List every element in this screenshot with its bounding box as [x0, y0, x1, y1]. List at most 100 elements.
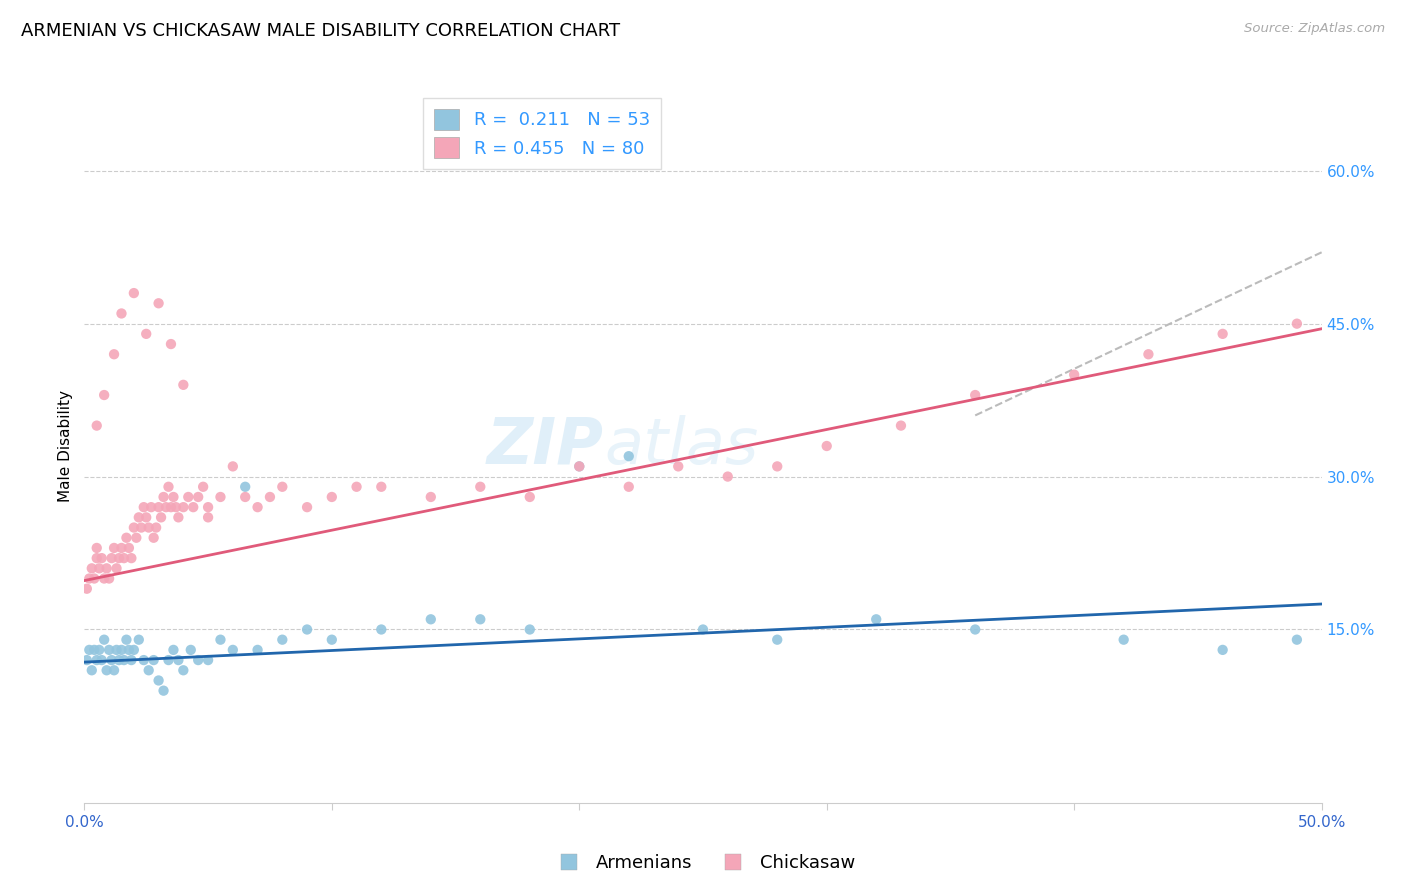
- Point: [1212, 326, 1234, 341]
- Point: [617, 449, 640, 463]
- Point: [617, 480, 640, 494]
- Point: [115, 632, 138, 647]
- Point: [162, 643, 184, 657]
- Point: [370, 480, 392, 494]
- Point: [181, 500, 204, 515]
- Point: [150, 510, 173, 524]
- Point: [815, 439, 838, 453]
- Point: [890, 418, 912, 433]
- Point: [666, 459, 689, 474]
- Point: [108, 551, 131, 566]
- Point: [155, 500, 177, 515]
- Point: [157, 480, 180, 494]
- Point: [142, 653, 165, 667]
- Point: [110, 306, 132, 320]
- Point: [1285, 632, 1308, 647]
- Point: [145, 520, 167, 534]
- Point: [96, 561, 118, 575]
- Point: [100, 653, 122, 667]
- Point: [470, 480, 492, 494]
- Point: [118, 643, 141, 657]
- Point: [692, 623, 714, 637]
- Point: [112, 653, 135, 667]
- Point: [1212, 643, 1234, 657]
- Point: [103, 347, 125, 361]
- Point: [209, 632, 232, 647]
- Point: [103, 541, 125, 555]
- Point: [108, 653, 131, 667]
- Point: [965, 388, 987, 402]
- Point: [222, 643, 245, 657]
- Point: [83, 643, 105, 657]
- Text: atlas: atlas: [605, 415, 758, 477]
- Point: [96, 663, 118, 677]
- Point: [86, 653, 108, 667]
- Point: [98, 572, 121, 586]
- Point: [568, 459, 591, 474]
- Point: [419, 612, 441, 626]
- Point: [90, 551, 112, 566]
- Point: [115, 531, 138, 545]
- Point: [295, 500, 318, 515]
- Y-axis label: Male Disability: Male Disability: [58, 390, 73, 502]
- Point: [98, 643, 121, 657]
- Text: ARMENIAN VS CHICKASAW MALE DISABILITY CORRELATION CHART: ARMENIAN VS CHICKASAW MALE DISABILITY CO…: [21, 22, 620, 40]
- Point: [89, 561, 111, 575]
- Point: [865, 612, 887, 626]
- Point: [132, 500, 155, 515]
- Point: [1063, 368, 1085, 382]
- Point: [122, 520, 145, 534]
- Point: [79, 572, 101, 586]
- Point: [187, 490, 209, 504]
- Point: [110, 643, 132, 657]
- Point: [568, 459, 591, 474]
- Point: [128, 510, 150, 524]
- Point: [160, 500, 183, 515]
- Point: [132, 653, 155, 667]
- Point: [152, 490, 174, 504]
- Point: [470, 612, 492, 626]
- Point: [93, 388, 115, 402]
- Point: [105, 561, 128, 575]
- Point: [177, 490, 200, 504]
- Point: [321, 490, 343, 504]
- Point: [120, 551, 142, 566]
- Point: [93, 572, 115, 586]
- Point: [105, 643, 128, 657]
- Point: [138, 663, 160, 677]
- Point: [167, 510, 190, 524]
- Point: [141, 500, 163, 515]
- Point: [766, 632, 789, 647]
- Point: [271, 632, 294, 647]
- Point: [167, 653, 190, 667]
- Point: [162, 490, 184, 504]
- Point: [142, 531, 165, 545]
- Point: [89, 643, 111, 657]
- Point: [246, 643, 269, 657]
- Point: [233, 490, 256, 504]
- Point: [90, 653, 112, 667]
- Point: [76, 582, 98, 596]
- Point: [103, 663, 125, 677]
- Point: [118, 541, 141, 555]
- Point: [79, 643, 101, 657]
- Point: [717, 469, 740, 483]
- Point: [112, 551, 135, 566]
- Point: [110, 541, 132, 555]
- Point: [346, 480, 368, 494]
- Point: [370, 623, 392, 637]
- Point: [172, 500, 194, 515]
- Point: [148, 500, 170, 515]
- Point: [160, 337, 183, 351]
- Point: [419, 490, 441, 504]
- Point: [129, 520, 152, 534]
- Point: [86, 418, 108, 433]
- Point: [86, 541, 108, 555]
- Point: [86, 551, 108, 566]
- Point: [519, 490, 541, 504]
- Point: [965, 623, 987, 637]
- Point: [83, 572, 105, 586]
- Point: [100, 551, 122, 566]
- Point: [295, 623, 318, 637]
- Point: [165, 500, 187, 515]
